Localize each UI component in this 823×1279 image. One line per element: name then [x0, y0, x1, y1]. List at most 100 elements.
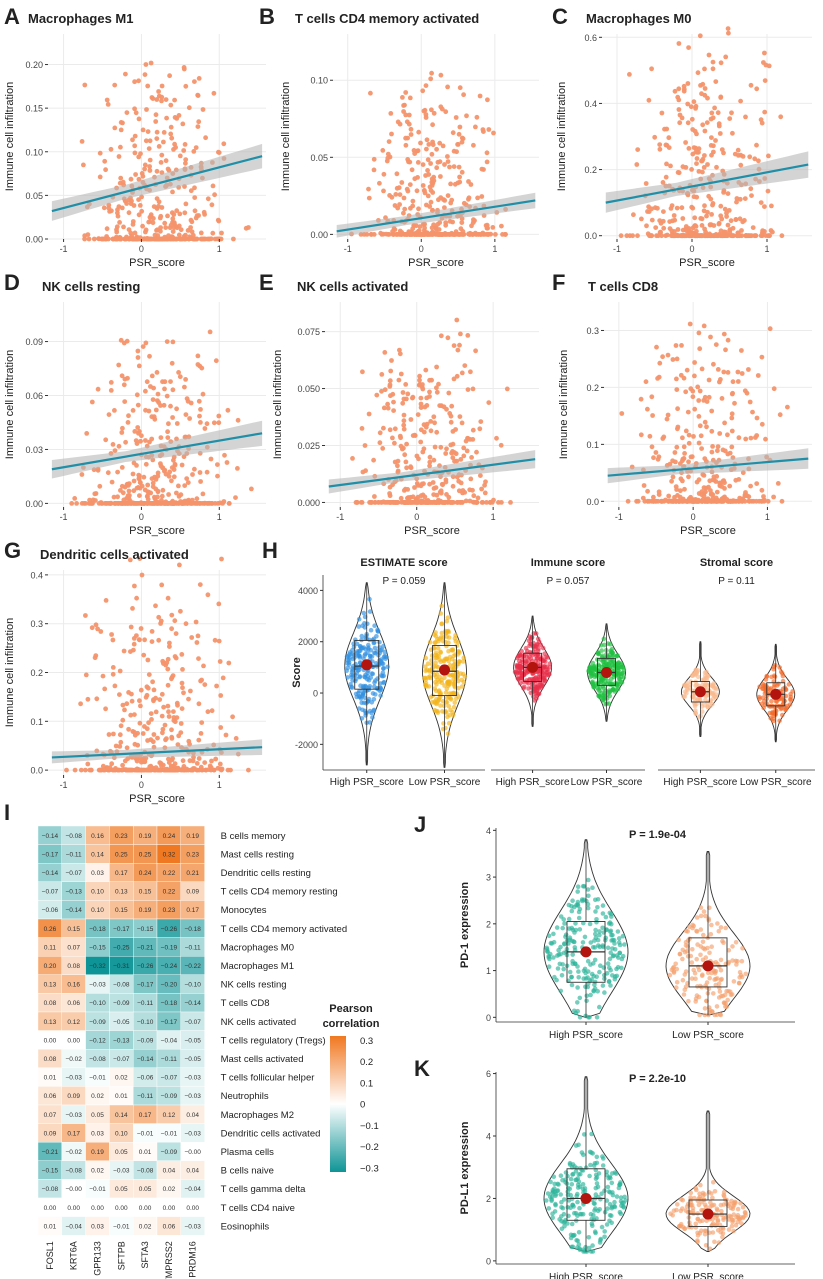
data-point: [138, 626, 144, 631]
data-point: [467, 230, 473, 236]
data-point: [157, 215, 163, 221]
data-point: [359, 426, 365, 431]
data-point: [462, 363, 468, 368]
jitter-point: [385, 664, 390, 670]
heatmap-value: −0.01: [113, 1223, 130, 1230]
heatmap-value: 0.13: [44, 982, 57, 989]
data-point: [207, 329, 213, 335]
x-tick-label: 1: [217, 780, 222, 790]
data-point: [687, 321, 693, 327]
data-point: [101, 205, 107, 211]
data-point: [432, 444, 438, 450]
data-point: [493, 232, 498, 237]
data-point: [164, 393, 170, 399]
data-point: [471, 217, 476, 223]
data-point: [705, 95, 710, 101]
data-point: [442, 500, 448, 505]
jitter-point: [355, 653, 361, 659]
jitter-point: [566, 916, 572, 922]
data-point: [707, 478, 713, 484]
data-point: [468, 476, 474, 482]
jitter-point: [351, 652, 357, 658]
jitter-point: [356, 616, 362, 622]
data-point: [83, 501, 88, 506]
data-point: [462, 490, 468, 495]
data-point: [659, 498, 665, 504]
data-point: [119, 205, 125, 211]
data-point: [444, 446, 449, 452]
data-point: [675, 406, 680, 412]
data-point: [450, 483, 456, 489]
data-point: [149, 95, 155, 100]
data-point: [763, 436, 768, 442]
data-point: [403, 112, 409, 118]
jitter-point: [461, 655, 467, 661]
data-point: [434, 429, 440, 435]
data-point: [169, 465, 175, 470]
jitter-point: [580, 940, 586, 945]
jitter-point: [562, 941, 567, 947]
jitter-point: [769, 699, 774, 704]
data-point: [120, 179, 126, 185]
data-point: [419, 500, 424, 505]
data-point: [438, 104, 444, 110]
jitter-point: [713, 694, 718, 700]
data-point: [726, 208, 732, 213]
data-point: [714, 164, 719, 170]
data-point: [404, 465, 409, 471]
data-point: [721, 150, 726, 156]
data-point: [360, 369, 365, 375]
data-point: [150, 765, 156, 771]
data-point: [408, 464, 413, 470]
data-point: [219, 230, 224, 236]
data-point: [437, 159, 443, 165]
data-point: [470, 386, 476, 392]
data-point: [675, 424, 681, 430]
data-point: [649, 66, 654, 72]
panel-title: NK cells resting: [42, 279, 140, 294]
heatmap-value: −0.18: [89, 926, 106, 933]
data-point: [679, 343, 684, 348]
data-point: [216, 218, 222, 224]
x-axis-label: PSR_score: [129, 793, 185, 805]
data-point: [185, 480, 191, 485]
data-point: [155, 494, 160, 500]
data-point: [84, 431, 90, 436]
y-tick-label: 0.000: [297, 498, 320, 508]
data-point: [759, 354, 765, 360]
data-point: [403, 232, 409, 237]
jitter-point: [600, 698, 606, 703]
heatmap-value: 0.06: [163, 1223, 176, 1230]
data-point: [141, 652, 147, 658]
data-point: [172, 221, 177, 227]
heatmap-row-label: T cells CD4 naive: [221, 1203, 295, 1214]
data-point: [417, 377, 422, 383]
data-point: [182, 483, 188, 488]
data-point: [377, 180, 382, 186]
data-point: [401, 412, 407, 418]
data-point: [196, 398, 202, 404]
data-point: [427, 377, 432, 383]
data-point: [165, 595, 171, 601]
heatmap-value: −0.08: [113, 982, 130, 989]
x-tick-label: -1: [613, 244, 621, 254]
data-point: [424, 146, 429, 152]
data-point: [93, 653, 99, 658]
data-point: [422, 188, 427, 194]
jitter-point: [587, 921, 593, 927]
data-point: [742, 492, 748, 498]
y-tick-label: 0.2: [584, 165, 597, 175]
data-point: [118, 127, 124, 133]
x-tick-label: 0: [691, 512, 696, 522]
data-point: [457, 342, 462, 348]
heatmap-value: 0.07: [67, 944, 80, 951]
data-point: [418, 493, 424, 499]
data-point: [145, 129, 151, 135]
data-point: [424, 403, 430, 408]
jitter-point: [600, 903, 606, 908]
heatmap-value: −0.18: [184, 926, 201, 933]
data-point: [397, 121, 403, 127]
data-point: [704, 213, 709, 219]
data-point: [427, 459, 433, 465]
